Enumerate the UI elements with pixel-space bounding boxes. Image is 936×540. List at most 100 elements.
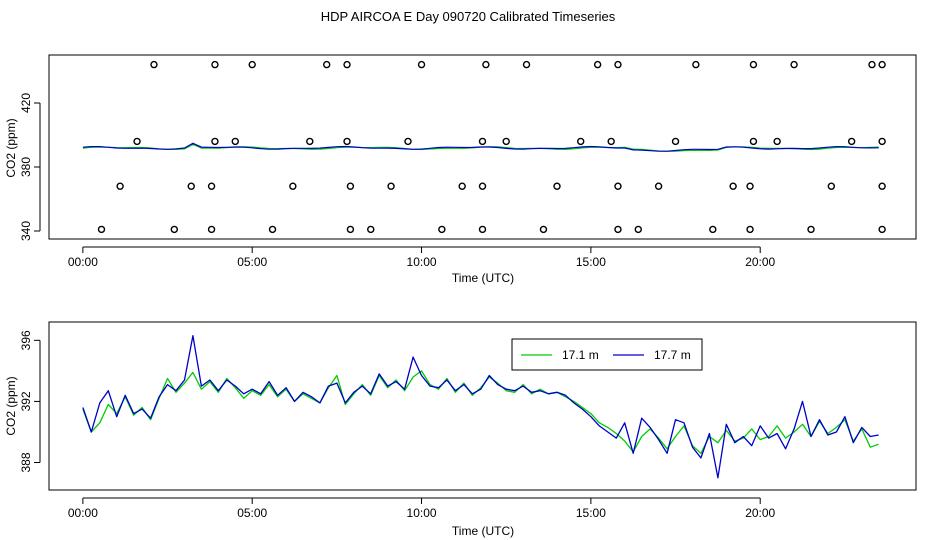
y-tick-label: 388 <box>19 452 33 472</box>
calibration-point <box>150 60 158 69</box>
calibration-point <box>346 182 355 190</box>
x-tick-label: 10:00 <box>407 506 437 520</box>
x-tick-label: 00:00 <box>68 506 98 520</box>
calibration-point <box>671 137 680 146</box>
legend: 17.1 m 17.7 m <box>511 338 703 371</box>
bottom-y-ticks: 388 392 396 <box>19 330 41 473</box>
calibration-point <box>847 137 856 146</box>
calibration-point <box>211 60 219 69</box>
calibration-point <box>116 182 124 190</box>
legend-box <box>511 338 703 371</box>
legend-label-17-7m: 17.7 m <box>654 348 691 362</box>
x-tick-label: 05:00 <box>237 506 267 520</box>
x-tick-label: 00:00 <box>68 255 98 269</box>
calibration-point <box>692 60 700 69</box>
calibration-point <box>553 182 561 190</box>
calibration-point <box>634 225 642 234</box>
calibration-point <box>133 137 141 146</box>
bottom-plot-frame <box>48 321 917 491</box>
calibration-point <box>790 60 798 69</box>
main-title: HDP AIRCOA E Day 090720 Calibrated Times… <box>320 9 616 24</box>
x-tick-label: 20:00 <box>745 506 775 520</box>
calibration-point <box>746 225 754 234</box>
top-y-axis-label: CO2 (ppm) <box>4 118 18 177</box>
calibration-point <box>607 137 615 146</box>
top-panel: 00:00 05:00 10:00 15:00 20:00 340 380 420 Time… <box>4 54 917 285</box>
top-x-axis-label: Time (UTC) <box>452 271 514 285</box>
calibration-point <box>346 225 355 234</box>
y-tick-label: 380 <box>19 157 33 177</box>
series-line-17-7-m <box>82 335 879 479</box>
calibration-point <box>289 182 297 190</box>
calibration-point <box>827 182 836 190</box>
calibration-point <box>746 182 754 190</box>
calibration-point <box>539 225 548 234</box>
bottom-x-axis-label: Time (UTC) <box>452 524 514 538</box>
series-line-17-1-m <box>82 370 879 454</box>
calibration-point <box>522 60 531 69</box>
calibration-point <box>248 60 256 69</box>
calibration-point <box>367 225 375 234</box>
bottom-y-axis-label: CO2 (ppm) <box>4 376 18 435</box>
calibration-point <box>878 182 886 190</box>
calibration-point <box>577 137 585 146</box>
calibration-point <box>438 225 446 234</box>
calibration-point <box>868 60 876 69</box>
calibration-point <box>773 137 781 146</box>
bottom-x-ticks: 00:00 05:00 10:00 15:00 20:00 <box>68 497 776 520</box>
calibration-point <box>749 60 758 69</box>
top-y-ticks: 340 380 420 <box>19 93 41 241</box>
calibration-point <box>502 137 510 146</box>
calibration-point <box>614 225 622 234</box>
calibration-point <box>878 225 886 234</box>
top-series-lines <box>82 142 879 152</box>
calibration-point <box>593 60 602 69</box>
calibration-point <box>417 60 426 69</box>
y-tick-label: 340 <box>19 221 33 241</box>
calibration-point <box>478 182 487 190</box>
series-line-top-17-1-m <box>82 143 879 152</box>
calibration-point <box>729 182 737 190</box>
calibration-point <box>614 60 622 69</box>
x-tick-label: 20:00 <box>745 255 775 269</box>
calibration-point <box>170 225 179 234</box>
calibration-point <box>878 137 886 146</box>
calibration-point <box>187 182 195 190</box>
calibration-point <box>343 60 351 69</box>
calibration-point <box>323 60 331 69</box>
calibration-point <box>614 182 622 190</box>
x-tick-label: 05:00 <box>237 255 267 269</box>
calibration-point <box>268 225 277 234</box>
calibration-point <box>709 225 717 234</box>
y-tick-label: 420 <box>19 93 33 113</box>
x-tick-label: 15:00 <box>576 255 606 269</box>
calibration-point <box>343 137 351 146</box>
calibration-point <box>654 182 663 190</box>
calibration-point <box>458 182 466 190</box>
bottom-panel: 00:00 05:00 10:00 15:00 20:00 388 392 396 Time… <box>4 321 917 538</box>
y-tick-label: 392 <box>19 391 33 411</box>
calibration-point <box>878 60 886 69</box>
bottom-series-lines <box>82 335 879 479</box>
calibration-point <box>807 225 815 234</box>
calibration-point <box>306 137 314 146</box>
calibration-point <box>387 182 395 190</box>
calibration-point <box>404 137 412 146</box>
calibration-point <box>231 137 239 146</box>
calibration-point <box>478 137 487 146</box>
calibration-point <box>211 137 219 146</box>
calibration-point <box>207 225 216 234</box>
calibration-point <box>207 182 216 190</box>
calibration-point <box>749 137 758 146</box>
x-tick-label: 10:00 <box>407 255 437 269</box>
calibration-point <box>482 60 490 69</box>
y-tick-label: 396 <box>19 330 33 350</box>
legend-label-17-1m: 17.1 m <box>562 348 599 362</box>
x-tick-label: 15:00 <box>576 506 606 520</box>
calibration-point <box>478 225 487 234</box>
calibration-markers <box>97 60 886 234</box>
calibration-point <box>97 225 106 234</box>
top-plot-frame <box>48 54 917 240</box>
top-x-ticks: 00:00 05:00 10:00 15:00 20:00 <box>68 246 776 269</box>
